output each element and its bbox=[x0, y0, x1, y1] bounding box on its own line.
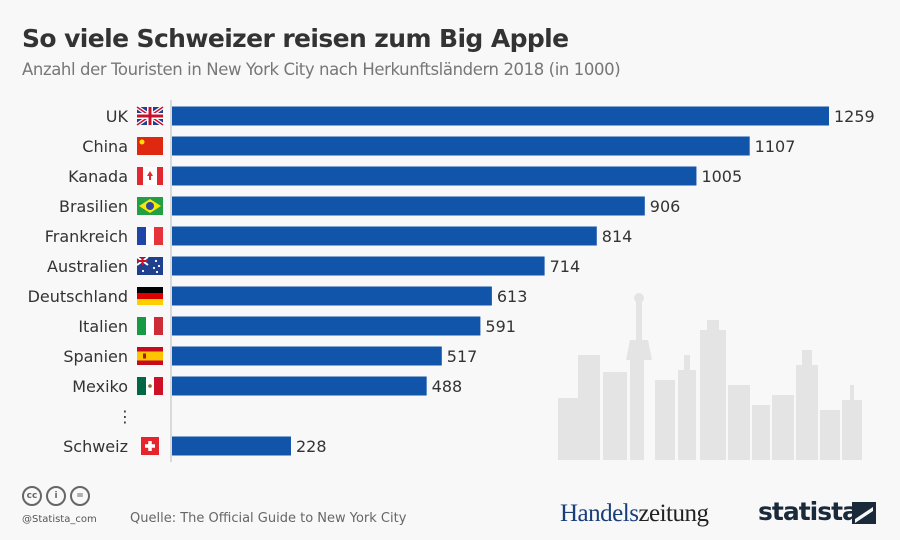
bar bbox=[172, 436, 291, 456]
handelszeitung-logo: Handelszeitung bbox=[560, 500, 709, 527]
value-label: 906 bbox=[650, 197, 681, 216]
category-label: Schweiz bbox=[63, 437, 128, 456]
statista-handle: @Statista_com bbox=[22, 514, 97, 525]
value-label: 488 bbox=[432, 377, 463, 396]
license-icons: cc i = bbox=[22, 486, 90, 506]
bar bbox=[172, 136, 750, 156]
source-note: Quelle: The Official Guide to New York C… bbox=[130, 511, 407, 526]
category-label: Frankreich bbox=[45, 227, 128, 246]
category-label: Italien bbox=[78, 317, 128, 336]
bar-row: Schweiz 228 bbox=[63, 436, 327, 456]
bar-chart: UK 1259 China 1107 Kanada 1005 Brasilien 906 Fra… bbox=[28, 100, 875, 462]
bar bbox=[172, 376, 427, 396]
mexico-flag-icon bbox=[137, 377, 163, 395]
value-label: 228 bbox=[296, 437, 327, 456]
chart-title: So viele Schweizer reisen zum Big Apple bbox=[22, 24, 569, 53]
italy-flag-icon bbox=[137, 317, 163, 335]
nd-icon: = bbox=[70, 486, 90, 506]
value-label: 1005 bbox=[701, 167, 742, 186]
bar-row: Spanien 517 bbox=[63, 346, 478, 366]
gap-marker: ⋮ bbox=[117, 407, 133, 426]
bar-row: Mexiko 488 bbox=[72, 376, 463, 396]
category-label: Spanien bbox=[63, 347, 128, 366]
chart-subtitle: Anzahl der Touristen in New York City na… bbox=[22, 60, 621, 79]
statista-logo: statista bbox=[758, 497, 859, 526]
bar-row: UK 1259 bbox=[106, 105, 875, 127]
statista-logo-icon bbox=[852, 502, 876, 524]
category-label: Australien bbox=[47, 257, 128, 276]
bar bbox=[172, 106, 829, 126]
canada-flag-icon bbox=[137, 167, 163, 185]
bar bbox=[172, 286, 492, 306]
bar-row: China 1107 bbox=[82, 136, 796, 156]
germany-flag-icon bbox=[137, 287, 163, 305]
bar-row: Frankreich 814 bbox=[45, 226, 633, 246]
value-label: 1259 bbox=[834, 107, 875, 126]
china-flag-icon bbox=[137, 137, 163, 155]
value-label: 613 bbox=[497, 287, 528, 306]
bar-row: Deutschland 613 bbox=[28, 286, 528, 306]
brazil-flag-icon bbox=[137, 197, 163, 215]
switzerland-flag-icon bbox=[141, 437, 159, 455]
france-flag-icon bbox=[137, 227, 163, 245]
category-label: UK bbox=[106, 107, 129, 126]
bar bbox=[172, 226, 597, 246]
value-label: 1107 bbox=[755, 137, 796, 156]
value-label: 714 bbox=[550, 257, 581, 276]
category-label: Brasilien bbox=[59, 197, 128, 216]
bar bbox=[172, 166, 697, 186]
bar-row: Brasilien 906 bbox=[59, 196, 681, 216]
category-label: Mexiko bbox=[72, 377, 128, 396]
bar bbox=[172, 196, 645, 216]
value-label: 814 bbox=[602, 227, 633, 246]
bar bbox=[172, 346, 442, 366]
uk-flag-icon bbox=[135, 105, 165, 127]
skyline-illustration bbox=[558, 293, 862, 460]
value-label: 517 bbox=[447, 347, 478, 366]
value-label: 591 bbox=[485, 317, 516, 336]
bar bbox=[172, 316, 481, 336]
category-label: Kanada bbox=[68, 167, 128, 186]
australia-flag-icon bbox=[136, 256, 163, 275]
by-icon: i bbox=[46, 486, 66, 506]
bar bbox=[172, 256, 545, 276]
cc-icon: cc bbox=[22, 486, 42, 506]
bar-row: Australien 714 bbox=[47, 256, 581, 276]
category-label: China bbox=[82, 137, 128, 156]
bar-row: Italien 591 bbox=[78, 316, 516, 336]
bar-row: Kanada 1005 bbox=[68, 166, 742, 186]
spain-flag-icon bbox=[137, 347, 163, 365]
category-label: Deutschland bbox=[28, 287, 128, 306]
